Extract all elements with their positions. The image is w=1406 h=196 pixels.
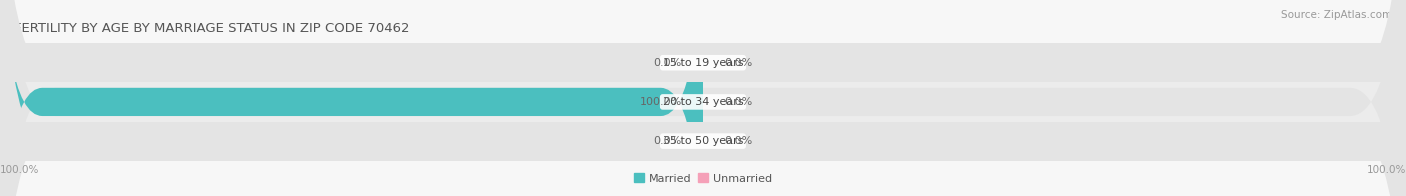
Text: 15 to 19 years: 15 to 19 years: [662, 58, 744, 68]
Text: 100.0%: 100.0%: [0, 164, 39, 175]
Text: 0.0%: 0.0%: [654, 58, 682, 68]
Text: 20 to 34 years: 20 to 34 years: [662, 97, 744, 107]
Text: 0.0%: 0.0%: [724, 136, 752, 146]
Text: 100.0%: 100.0%: [1367, 164, 1406, 175]
Text: FERTILITY BY AGE BY MARRIAGE STATUS IN ZIP CODE 70462: FERTILITY BY AGE BY MARRIAGE STATUS IN Z…: [14, 22, 409, 34]
Text: 0.0%: 0.0%: [724, 97, 752, 107]
FancyBboxPatch shape: [0, 0, 703, 196]
Legend: Married, Unmarried: Married, Unmarried: [630, 169, 776, 188]
Text: 0.0%: 0.0%: [654, 136, 682, 146]
Text: 35 to 50 years: 35 to 50 years: [662, 136, 744, 146]
Text: Source: ZipAtlas.com: Source: ZipAtlas.com: [1281, 10, 1392, 20]
Text: 0.0%: 0.0%: [724, 58, 752, 68]
Text: 100.0%: 100.0%: [640, 97, 682, 107]
